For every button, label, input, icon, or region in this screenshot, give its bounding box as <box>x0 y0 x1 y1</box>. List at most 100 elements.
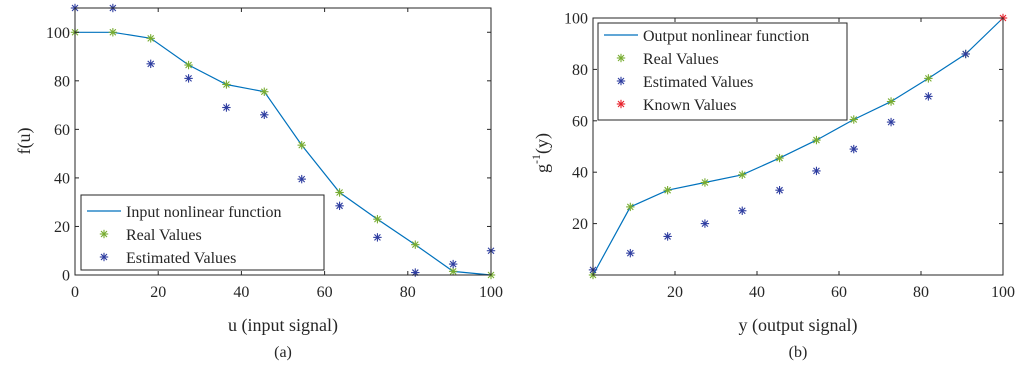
chart-b-ylabel-base: g <box>532 164 552 173</box>
chart-a: 0 20 40 60 80 100 0 20 40 60 80 100 u (input signal… <box>14 3 503 361</box>
chart-b-real-values-point <box>738 170 747 179</box>
chart-b-caption: (b) <box>789 344 808 361</box>
chart-b-ylabel: g-1(y) <box>529 133 553 173</box>
chart-a-legend-estimated-marker <box>99 252 109 262</box>
chart-b-xtick-label: 20 <box>667 284 683 301</box>
chart-b-xlabel: y (output signal) <box>739 315 858 336</box>
chart-a-real-values-point <box>373 214 382 224</box>
chart-b-legend-known-label: Known Values <box>643 97 736 114</box>
chart-a-legend-line-label: Input nonlinear function <box>126 204 282 221</box>
chart-a-legend: Input nonlinear function Real Values Est… <box>80 194 325 271</box>
chart-a-xtick-label: 100 <box>479 284 503 301</box>
chart-a-legend-estimated-label: Estimated Values <box>126 250 236 267</box>
chart-b-xtick-label: 100 <box>991 284 1015 301</box>
chart-b-estimated-values-point <box>961 49 970 59</box>
legend-real-star <box>99 229 109 239</box>
chart-a-real-values-point <box>448 267 458 276</box>
chart-b-real-values-point <box>812 135 821 145</box>
chart-a-ylabel: f(u) <box>14 128 35 155</box>
chart-b-real-values-point <box>886 97 896 106</box>
chart-b-real-values-point <box>663 185 672 195</box>
chart-a-estimated-values-point <box>260 110 269 119</box>
chart-b-function-line <box>592 17 1004 276</box>
chart-b-ytick-label: 80 <box>572 62 588 79</box>
chart-b-estimated-values-point <box>812 166 821 176</box>
chart-b-estimated-values-point <box>700 219 710 228</box>
svg-text:g-1(y): g-1(y) <box>529 133 553 173</box>
chart-b: 20 40 60 80 100 20 40 60 80 100 y (output signal)… <box>529 11 1015 362</box>
chart-b-xtick-label: 80 <box>913 284 929 301</box>
chart-a-caption: (a) <box>274 344 292 361</box>
chart-a-real-values-point <box>146 34 155 43</box>
chart-a-xtick-label: 20 <box>150 284 166 301</box>
chart-a-ytick-label: 100 <box>46 25 70 42</box>
chart-b-real-values-point <box>700 178 710 187</box>
chart-a-ytick-label: 0 <box>62 268 70 285</box>
chart-b-real-values-point <box>626 202 635 212</box>
chart-b-estimated-values-point <box>738 206 747 215</box>
chart-b-ytick-label: 20 <box>572 216 588 233</box>
chart-a-function-line <box>75 31 492 276</box>
chart-b-legend-real-marker <box>616 53 626 63</box>
chart-b-legend-estimated-label: Estimated Values <box>643 74 753 91</box>
legend-real-star <box>616 53 626 63</box>
chart-a-estimated-values-point <box>146 59 155 69</box>
chart-b-legend-real-label: Real Values <box>643 51 719 68</box>
chart-b-legend-line-label: Output nonlinear function <box>643 28 809 45</box>
chart-a-ytick-label: 60 <box>54 122 70 139</box>
chart-a-estimated-values-point <box>448 259 458 269</box>
legend-estimated-star <box>616 76 626 86</box>
chart-a-real-values-point <box>184 60 193 70</box>
chart-a-estimated-values-point <box>184 74 193 83</box>
chart-b-ticks: 20 40 60 80 100 20 40 60 80 100 <box>564 11 1015 302</box>
chart-a-ticks: 0 20 40 60 80 100 0 20 40 60 80 100 <box>46 8 503 301</box>
chart-b-ytick-label: 100 <box>564 11 588 28</box>
chart-a-xlabel: u (input signal) <box>228 315 338 336</box>
chart-b-legend: Output nonlinear function Real Values Es… <box>597 22 848 121</box>
chart-a-estimated-values-point <box>297 174 306 184</box>
chart-b-legend-known-marker <box>616 99 626 109</box>
chart-b-estimated-values-point <box>626 248 635 258</box>
chart-a-ytick-label: 80 <box>54 73 70 90</box>
chart-b-ylabel-suffix: (y) <box>532 133 553 154</box>
chart-b-estimated-values-point <box>663 232 672 241</box>
chart-a-marks <box>70 3 496 280</box>
chart-a-real-values-point <box>411 240 420 249</box>
chart-b-real-values-point <box>924 74 933 83</box>
chart-a-real-values-point <box>297 140 306 150</box>
chart-b-estimated-values-point <box>886 117 896 127</box>
chart-b-estimated-values-point <box>775 185 784 195</box>
chart-a-estimated-values-point <box>335 201 344 211</box>
chart-a-estimated-values-point <box>411 268 420 277</box>
chart-b-ytick-label: 60 <box>572 113 588 130</box>
chart-a-axes-box <box>74 7 492 276</box>
chart-a-xtick-label: 0 <box>71 284 79 301</box>
legend-known-star <box>616 99 626 109</box>
chart-b-estimated-values-point <box>924 92 933 101</box>
chart-a-real-values-point <box>108 28 118 37</box>
chart-a-ytick-label: 20 <box>54 219 70 236</box>
chart-b-xtick-label: 40 <box>749 284 765 301</box>
chart-b-ytick-label: 40 <box>572 165 588 182</box>
chart-a-estimated-values-point <box>222 103 231 112</box>
chart-a-real-values-point <box>222 80 231 89</box>
chart-a-xtick-label: 80 <box>400 284 416 301</box>
chart-a-legend-real-marker <box>99 229 109 239</box>
chart-b-ylabel-sup: -1 <box>529 154 543 164</box>
chart-a-real-values-point <box>335 188 344 197</box>
chart-a-estimated-values-point <box>373 233 382 242</box>
chart-b-marks <box>588 13 1008 280</box>
chart-a-legend-real-label: Real Values <box>126 227 202 244</box>
legend-estimated-star <box>99 252 109 262</box>
chart-b-real-values-point <box>775 153 784 163</box>
chart-a-xtick-label: 60 <box>317 284 333 301</box>
chart-a-ytick-label: 40 <box>54 170 70 187</box>
chart-b-real-values-point <box>849 115 858 124</box>
chart-a-real-values-point <box>260 87 269 96</box>
chart-b-legend-estimated-marker <box>616 76 626 86</box>
chart-b-legend-box <box>597 22 848 121</box>
chart-a-xtick-label: 40 <box>233 284 249 301</box>
chart-a-legend-box <box>80 194 325 271</box>
chart-b-estimated-values-point <box>849 144 858 154</box>
